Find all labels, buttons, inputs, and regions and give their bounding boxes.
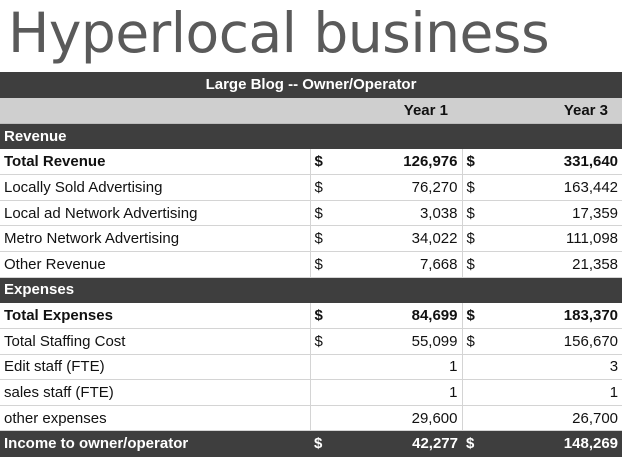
empty-cell [462,405,492,432]
row-label: other expenses [0,405,311,432]
year-3-value: 1 [492,379,623,406]
year-1-value: 1 [342,354,463,381]
table-row: other expenses 29,600 26,700 [0,405,623,432]
table-row: Local ad Network Advertising $ 3,038 $ 1… [0,200,623,227]
year-1-value: 7,668 [342,251,463,278]
year-1-value: 3,038 [342,200,463,227]
row-label: Local ad Network Advertising [0,200,311,227]
row-label: Edit staff (FTE) [0,354,311,381]
year-1-value: 55,099 [342,328,463,355]
row-label: Total Revenue [0,148,311,176]
row-label: Total Staffing Cost [0,328,311,355]
empty-cell [462,354,492,381]
revenue-section-row: Revenue [0,123,623,150]
table-row: sales staff (FTE) 1 1 [0,379,623,406]
currency-symbol: $ [310,174,342,201]
income-row: Income to owner/operator $ 42,277 $ 148,… [0,430,623,458]
currency-symbol: $ [310,302,342,329]
year-3-value: 148,269 [492,430,623,458]
year-header-row: Year 1 Year 3 [0,97,623,124]
currency-symbol: $ [310,251,342,278]
row-label: Total Expenses [0,302,311,329]
currency-symbol: $ [310,430,342,458]
row-label: Metro Network Advertising [0,225,311,252]
currency-symbol: $ [310,225,342,252]
year-1-value: 84,699 [342,302,463,329]
year-header-blank [0,97,310,124]
year-1-header: Year 1 [310,97,462,124]
year-1-value: 34,022 [342,225,463,252]
year-1-value: 126,976 [342,148,463,176]
empty-cell [310,405,342,432]
currency-symbol: $ [462,174,492,201]
currency-symbol: $ [462,302,492,329]
year-3-value: 3 [492,354,623,381]
year-3-value: 111,098 [492,225,623,252]
year-3-value: 331,640 [492,148,623,176]
year-1-value: 29,600 [342,405,463,432]
row-label: sales staff (FTE) [0,379,311,406]
empty-cell [462,379,492,406]
year-3-value: 183,370 [492,302,623,329]
year-1-value: 1 [342,379,463,406]
financial-table: Large Blog -- Owner/Operator Year 1 Year… [0,72,623,458]
row-label: Other Revenue [0,251,311,278]
expenses-section-row: Expenses [0,277,623,304]
year-3-value: 17,359 [492,200,623,227]
currency-symbol: $ [462,200,492,227]
currency-symbol: $ [462,148,492,176]
table-banner: Large Blog -- Owner/Operator [0,72,623,99]
table-row: Total Staffing Cost $ 55,099 $ 156,670 [0,328,623,355]
year-3-value: 156,670 [492,328,623,355]
year-1-value: 42,277 [342,430,462,458]
currency-symbol: $ [462,225,492,252]
total-revenue-row: Total Revenue $ 126,976 $ 331,640 [0,148,623,176]
expenses-section-header: Expenses [0,277,623,304]
table-banner-row: Large Blog -- Owner/Operator [0,72,623,99]
row-label: Income to owner/operator [0,430,310,458]
currency-symbol: $ [310,328,342,355]
revenue-section-header: Revenue [0,123,623,150]
currency-symbol: $ [462,328,492,355]
year-1-value: 76,270 [342,174,463,201]
year-3-value: 21,358 [492,251,623,278]
year-3-header: Year 3 [462,97,623,124]
currency-symbol: $ [310,200,342,227]
table-row: Other Revenue $ 7,668 $ 21,358 [0,251,623,278]
currency-symbol: $ [462,251,492,278]
empty-cell [310,379,342,406]
year-3-value: 26,700 [492,405,623,432]
slide-title: Hyperlocal business [8,1,550,65]
currency-symbol: $ [462,430,492,458]
table-row: Edit staff (FTE) 1 3 [0,354,623,381]
empty-cell [310,354,342,381]
currency-symbol: $ [310,148,342,176]
total-expenses-row: Total Expenses $ 84,699 $ 183,370 [0,302,623,329]
row-label: Locally Sold Advertising [0,174,311,201]
table-row: Metro Network Advertising $ 34,022 $ 111… [0,225,623,252]
year-3-value: 163,442 [492,174,623,201]
table-row: Locally Sold Advertising $ 76,270 $ 163,… [0,174,623,201]
